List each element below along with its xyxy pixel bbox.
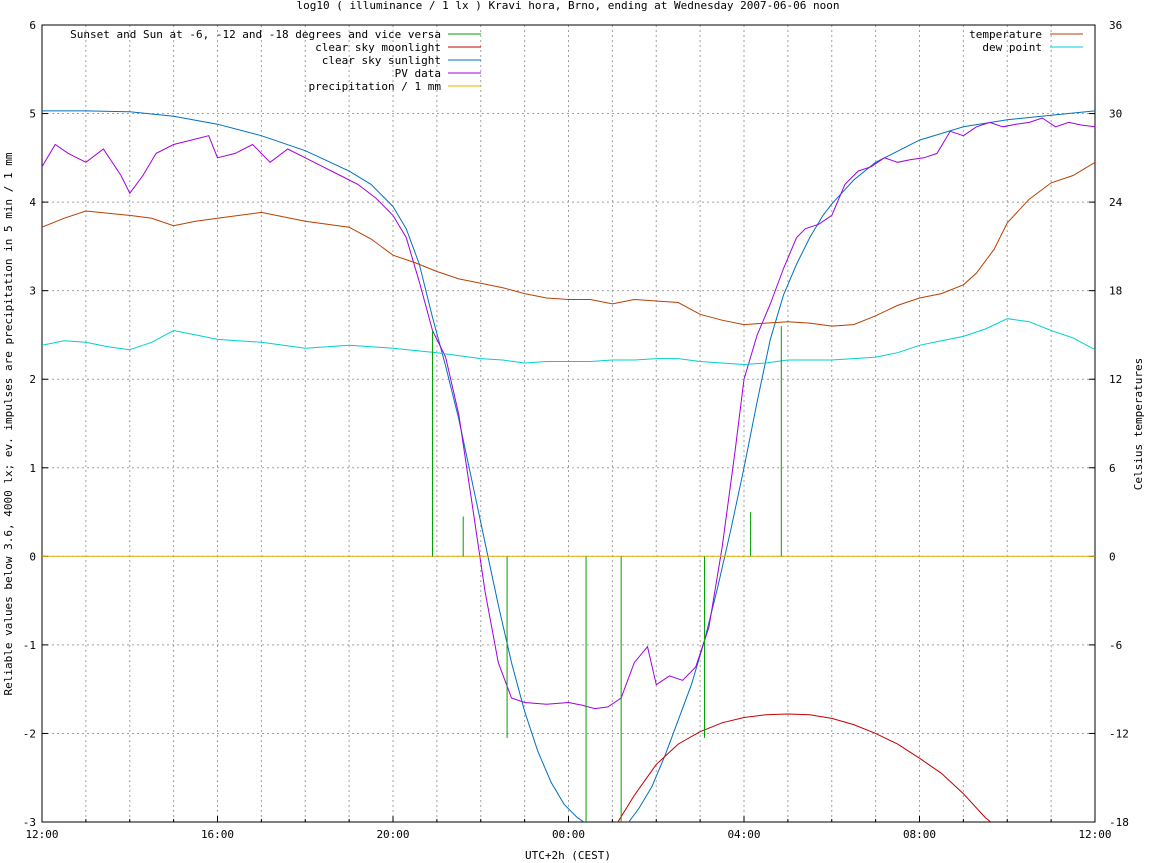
y2-tick-label: -6	[1109, 639, 1122, 652]
y2-tick-label: -18	[1109, 816, 1129, 829]
y2-tick-label: 18	[1109, 285, 1122, 298]
chart-title: log10 ( illuminance / 1 lx ) Kravi hora,…	[296, 0, 839, 12]
series-temperature	[42, 161, 1095, 327]
x-tick-label: 12:00	[25, 828, 58, 841]
event-impulses	[431, 326, 782, 822]
x-tick-label: 20:00	[376, 828, 409, 841]
legend-left-label: clear sky sunlight	[322, 54, 441, 67]
y-tick-label: 3	[29, 285, 36, 298]
legend-left-label: Sunset and Sun at -6, -12 and -18 degree…	[70, 28, 441, 41]
y-tick-label: -3	[23, 816, 36, 829]
y2-axis-ticks: -18 -12 -6 0 6 12 18 24 30 36	[1089, 19, 1129, 829]
grid	[42, 25, 1095, 822]
y2-tick-label: 0	[1109, 550, 1116, 563]
y-axis-ticks: -3 -2 -1 0 1 2 3 4 5 6	[23, 19, 48, 829]
x-tick-label: 12:00	[1078, 828, 1111, 841]
legend: Sunset and Sun at -6, -12 and -18 degree…	[70, 28, 1083, 93]
y-tick-label: -1	[23, 639, 36, 652]
legend-right-label: temperature	[969, 28, 1042, 41]
x-axis-label: UTC+2h (CEST)	[525, 849, 611, 862]
y-axis-label: Reliable values below 3.6, 4000 lx; ev. …	[2, 152, 15, 695]
y2-axis-label: Celsius temperatures	[1132, 358, 1145, 490]
y-tick-label: 5	[29, 108, 36, 121]
legend-left-label: clear sky moonlight	[315, 41, 441, 54]
legend-left-label: precipitation / 1 mm	[309, 80, 442, 93]
x-axis-ticks: 12:00 16:00 20:00 00:00 04:00 08:00 12:00	[25, 816, 1112, 841]
x-tick-label: 16:00	[201, 828, 234, 841]
y-tick-label: 2	[29, 373, 36, 386]
legend-right-label: dew point	[982, 41, 1042, 54]
y2-tick-label: 12	[1109, 373, 1122, 386]
series-clear-sky-moonlight	[617, 713, 992, 822]
y2-tick-label: 24	[1109, 196, 1123, 209]
y2-tick-label: -12	[1109, 727, 1129, 740]
series-clear-sky-sunlight	[42, 110, 1095, 822]
y-tick-label: -2	[23, 727, 36, 740]
x-tick-label: 04:00	[727, 828, 760, 841]
y2-tick-label: 30	[1109, 108, 1122, 121]
y2-tick-label: 36	[1109, 19, 1122, 32]
series-pv-data	[42, 117, 1095, 710]
series-lines	[42, 110, 1095, 822]
series-dew-point	[42, 318, 1095, 366]
y-tick-label: 0	[29, 550, 36, 563]
y-tick-label: 6	[29, 19, 36, 32]
legend-left-label: PV data	[395, 67, 441, 80]
y-tick-label: 1	[29, 462, 36, 475]
x-tick-label: 00:00	[552, 828, 585, 841]
y2-tick-label: 6	[1109, 462, 1116, 475]
y-tick-label: 4	[29, 196, 36, 209]
x-tick-label: 08:00	[903, 828, 936, 841]
